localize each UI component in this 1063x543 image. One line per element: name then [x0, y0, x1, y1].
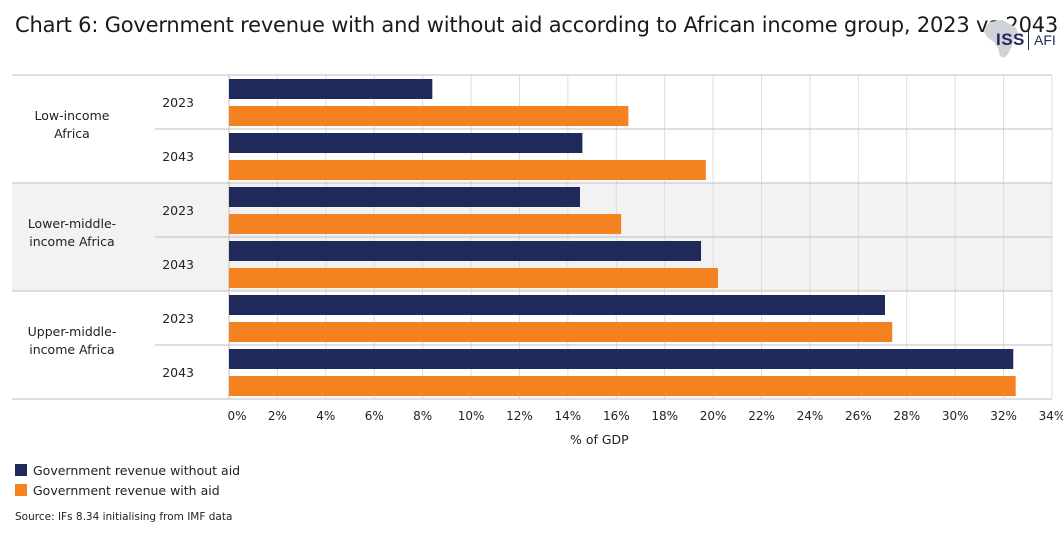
- bar-with-aid: [229, 214, 622, 234]
- x-tick-label: 32%: [990, 409, 1017, 423]
- year-label: 2023: [162, 95, 194, 110]
- iss-logo: ISS AFI: [982, 18, 1063, 62]
- x-tick-label: 24%: [797, 409, 824, 423]
- bar-without-aid: [229, 79, 433, 99]
- chart-title: Chart 6: Government revenue with and wit…: [15, 13, 1059, 37]
- bar-with-aid: [229, 322, 893, 342]
- bar-with-aid: [229, 160, 706, 180]
- x-tick-label: 8%: [413, 409, 432, 423]
- logo-text: ISS: [996, 30, 1025, 49]
- x-tick-label: 10%: [458, 409, 485, 423]
- bar-with-aid: [229, 376, 1016, 396]
- group-label: income Africa: [29, 234, 114, 249]
- year-label: 2043: [162, 149, 194, 164]
- x-tick-label: 34%: [1039, 409, 1063, 423]
- year-label: 2023: [162, 203, 194, 218]
- bar-with-aid: [229, 106, 629, 126]
- x-tick-label: 20%: [700, 409, 727, 423]
- x-tick-label: 30%: [942, 409, 969, 423]
- gridlines: [12, 74, 1053, 400]
- x-tick-label: 28%: [893, 409, 920, 423]
- bars: [229, 79, 1016, 396]
- year-label: 2043: [162, 257, 194, 272]
- x-tick-label: 4%: [316, 409, 335, 423]
- africa-map-icon: [984, 20, 1018, 58]
- legend-item-with-aid: Government revenue with aid: [15, 480, 240, 500]
- legend-label-without-aid: Government revenue without aid: [33, 462, 241, 478]
- x-axis-label: % of GDP: [570, 432, 629, 447]
- x-tick-label: 2%: [268, 409, 287, 423]
- logo-suffix: AFI: [1034, 32, 1056, 48]
- group-label: Low-income: [35, 108, 110, 123]
- x-tick-label: 14%: [555, 409, 582, 423]
- x-tick-label: 16%: [603, 409, 630, 423]
- group-label: income Africa: [29, 342, 114, 357]
- legend-swatch-without-aid: [15, 464, 27, 476]
- legend-label-with-aid: Government revenue with aid: [33, 482, 220, 498]
- bar-without-aid: [229, 187, 580, 207]
- group-label: Africa: [54, 126, 90, 141]
- x-tick-label: 26%: [845, 409, 872, 423]
- bar-without-aid: [229, 295, 885, 315]
- bar-without-aid: [229, 349, 1014, 369]
- year-label: 2043: [162, 365, 194, 380]
- x-tick-label: 18%: [651, 409, 678, 423]
- group-label: Upper-middle-: [28, 324, 117, 339]
- legend-item-without-aid: Government revenue without aid: [15, 460, 240, 480]
- x-axis-ticks: 0% 2% 4% 6% 8% 10% 12% 14% 16% 18% 20% 22% 24% 26% 28%…: [227, 409, 1063, 423]
- x-tick-label: 12%: [506, 409, 533, 423]
- category-labels: 2023 2043 Low-income Africa 2023 2043 Lower-mi…: [28, 95, 194, 380]
- x-tick-label: 6%: [365, 409, 384, 423]
- x-tick-label: 22%: [748, 409, 775, 423]
- bar-without-aid: [229, 133, 583, 153]
- year-label: 2023: [162, 311, 194, 326]
- bar-without-aid: [229, 241, 702, 261]
- group-label: Lower-middle-: [28, 216, 116, 231]
- legend: Government revenue without aid Governmen…: [15, 460, 240, 500]
- bar-with-aid: [229, 268, 718, 288]
- x-tick-label: 0%: [227, 409, 246, 423]
- legend-swatch-with-aid: [15, 484, 27, 496]
- source-note: Source: IFs 8.34 initialising from IMF d…: [15, 511, 233, 523]
- logo-separator: [1028, 30, 1029, 50]
